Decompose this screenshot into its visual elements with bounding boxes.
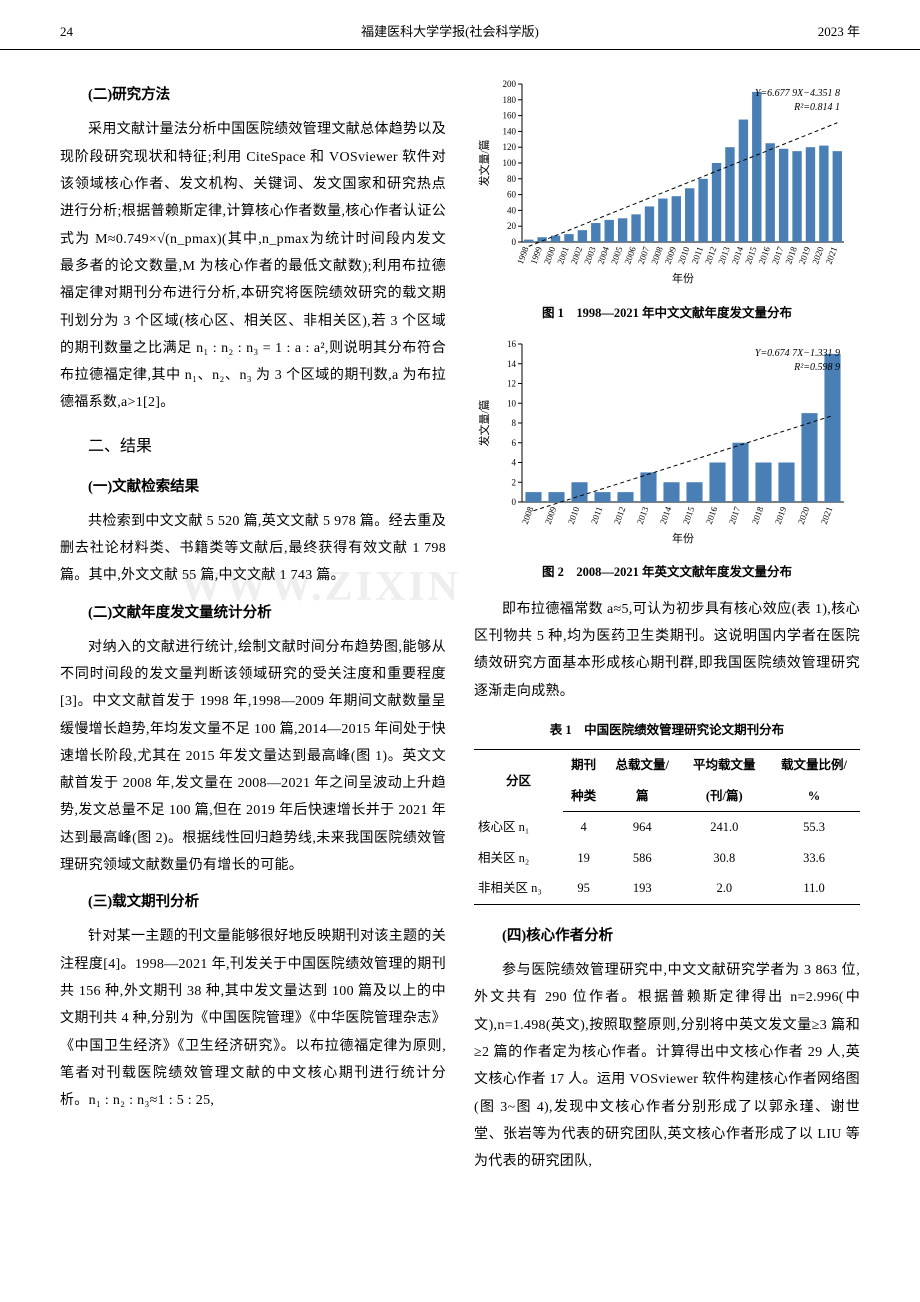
table1-caption: 表 1 中国医院绩效管理研究论文期刊分布 xyxy=(474,719,860,742)
svg-text:2010: 2010 xyxy=(566,505,582,526)
para-journal: 针对某一主题的刊文量能够很好地反映期刊对该主题的关注程度[4]。1998—202… xyxy=(60,923,446,1114)
svg-text:80: 80 xyxy=(507,174,517,184)
svg-text:发文量/篇: 发文量/篇 xyxy=(477,140,491,187)
chart2-container: 0 2 4 6 8 10 12 14 16 2008 2009 2010 2011 2012 2013 201… xyxy=(474,336,860,584)
section-title-author: (四)核心作者分析 xyxy=(502,923,860,949)
svg-text:40: 40 xyxy=(507,206,517,216)
para-author: 参与医院绩效管理研究中,中文文献研究学者为 3 863 位,外文共有 290 位… xyxy=(474,957,860,1175)
table-subheader: (刊/篇) xyxy=(680,781,768,812)
svg-text:2018: 2018 xyxy=(750,505,766,526)
svg-text:年份: 年份 xyxy=(672,271,694,285)
svg-text:2017: 2017 xyxy=(727,505,743,526)
table-cell: 11.0 xyxy=(768,873,860,904)
table-cell: 19 xyxy=(563,843,604,874)
journal-title: 福建医科大学学报(社会科学版) xyxy=(120,20,780,43)
svg-text:180: 180 xyxy=(503,95,517,105)
table-header: 总载文量/ xyxy=(604,750,680,781)
svg-text:R²=0.814 1: R²=0.814 1 xyxy=(793,102,840,113)
table-header: 期刊 xyxy=(563,750,604,781)
table-cell: 相关区 n₂ xyxy=(474,843,563,874)
svg-text:8: 8 xyxy=(512,418,517,428)
svg-text:2012: 2012 xyxy=(612,505,628,525)
table-cell: 586 xyxy=(604,843,680,874)
para-bradford: 即布拉德福常数 a≈5,可认为初步具有核心效应(表 1),核心区刊物共 5 种,… xyxy=(474,596,860,705)
svg-text:4: 4 xyxy=(512,458,517,468)
svg-text:2019: 2019 xyxy=(773,505,789,526)
svg-text:0: 0 xyxy=(512,237,517,247)
table-cell: 非相关区 n₃ xyxy=(474,873,563,904)
chart2-svg: 0 2 4 6 8 10 12 14 16 2008 2009 2010 2011 2012 2013 201… xyxy=(474,336,854,546)
section-title-yearly: (二)文献年度发文量统计分析 xyxy=(88,600,446,626)
svg-text:2014: 2014 xyxy=(658,505,674,526)
table-cell: 241.0 xyxy=(680,812,768,843)
page-year: 2023 年 xyxy=(780,20,860,43)
table-row: 相关区 n₂1958630.833.6 xyxy=(474,843,860,874)
table-cell: 30.8 xyxy=(680,843,768,874)
table-cell: 964 xyxy=(604,812,680,843)
table-row: 非相关区 n₃951932.011.0 xyxy=(474,873,860,904)
chart2-caption: 图 2 2008—2021 年英文文献年度发文量分布 xyxy=(474,561,860,584)
table-row: 核心区 n₁4964241.055.3 xyxy=(474,812,860,843)
svg-text:2: 2 xyxy=(512,477,517,487)
left-column: (二)研究方法 采用文献计量法分析中国医院绩效管理文献总体趋势以及现阶段研究现状… xyxy=(60,72,446,1175)
svg-text:14: 14 xyxy=(507,359,517,369)
table-header: 平均载文量 xyxy=(680,750,768,781)
svg-text:200: 200 xyxy=(503,79,517,89)
para-method: 采用文献计量法分析中国医院绩效管理文献总体趋势以及现阶段研究现状和特征;利用 C… xyxy=(60,116,446,416)
page-number: 24 xyxy=(60,20,120,43)
svg-text:6: 6 xyxy=(512,438,517,448)
section-title-results: 二、结果 xyxy=(88,433,446,462)
svg-text:年份: 年份 xyxy=(672,531,694,545)
svg-text:100: 100 xyxy=(503,158,517,168)
table-cell: 55.3 xyxy=(768,812,860,843)
svg-text:2015: 2015 xyxy=(681,505,697,526)
svg-text:160: 160 xyxy=(503,111,517,121)
table-subheader: % xyxy=(768,781,860,812)
svg-text:2021: 2021 xyxy=(819,505,835,525)
chart1-container: 0204060801001201401601802001998199920002… xyxy=(474,76,860,324)
table-cell: 95 xyxy=(563,873,604,904)
svg-text:2008: 2008 xyxy=(520,505,536,526)
section-title-journal: (三)载文期刊分析 xyxy=(88,889,446,915)
svg-text:Y=0.674 7X−1.331 9: Y=0.674 7X−1.331 9 xyxy=(755,348,840,359)
chart1-svg: 0204060801001201401601802001998199920002… xyxy=(474,76,854,286)
table-subheader: 篇 xyxy=(604,781,680,812)
svg-text:16: 16 xyxy=(507,339,517,349)
table-subheader: 种类 xyxy=(563,781,604,812)
svg-text:2013: 2013 xyxy=(635,505,651,526)
svg-text:2011: 2011 xyxy=(589,505,604,525)
svg-text:0: 0 xyxy=(512,497,517,507)
para-yearly: 对纳入的文献进行统计,绘制文献时间分布趋势图,能够从不同时间段的发文量判断该领域… xyxy=(60,634,446,880)
table-header: 分区 xyxy=(474,750,563,812)
svg-text:120: 120 xyxy=(503,143,517,153)
svg-text:2020: 2020 xyxy=(796,505,812,526)
svg-text:R²=0.598 9: R²=0.598 9 xyxy=(793,362,840,373)
page-header: 24 福建医科大学学报(社会科学版) 2023 年 xyxy=(0,0,920,50)
table1: 分区期刊总载文量/平均载文量载文量比例/种类篇(刊/篇)% 核心区 n₁4964… xyxy=(474,749,860,905)
table-cell: 2.0 xyxy=(680,873,768,904)
table-cell: 33.6 xyxy=(768,843,860,874)
para-retrieval: 共检索到中文文献 5 520 篇,英文文献 5 978 篇。经去重及删去社论材料… xyxy=(60,508,446,590)
section-title-retrieval: (一)文献检索结果 xyxy=(88,474,446,500)
svg-text:2009: 2009 xyxy=(543,505,559,526)
svg-text:10: 10 xyxy=(507,398,517,408)
right-column: 0204060801001201401601802001998199920002… xyxy=(474,72,860,1175)
svg-text:发文量/篇: 发文量/篇 xyxy=(477,400,491,447)
svg-text:140: 140 xyxy=(503,127,517,137)
section-title-method: (二)研究方法 xyxy=(88,82,446,108)
table-cell: 4 xyxy=(563,812,604,843)
table-cell: 193 xyxy=(604,873,680,904)
svg-text:Y=6.677 9X−4.351 8: Y=6.677 9X−4.351 8 xyxy=(755,88,840,99)
chart1-caption: 图 1 1998—2021 年中文文献年度发文量分布 xyxy=(474,302,860,325)
svg-text:20: 20 xyxy=(507,222,517,232)
svg-text:2016: 2016 xyxy=(704,505,720,526)
table-header: 载文量比例/ xyxy=(768,750,860,781)
svg-text:60: 60 xyxy=(507,190,517,200)
svg-text:12: 12 xyxy=(507,379,516,389)
content-columns: (二)研究方法 采用文献计量法分析中国医院绩效管理文献总体趋势以及现阶段研究现状… xyxy=(0,50,920,1205)
svg-text:2021: 2021 xyxy=(824,246,840,266)
table-cell: 核心区 n₁ xyxy=(474,812,563,843)
